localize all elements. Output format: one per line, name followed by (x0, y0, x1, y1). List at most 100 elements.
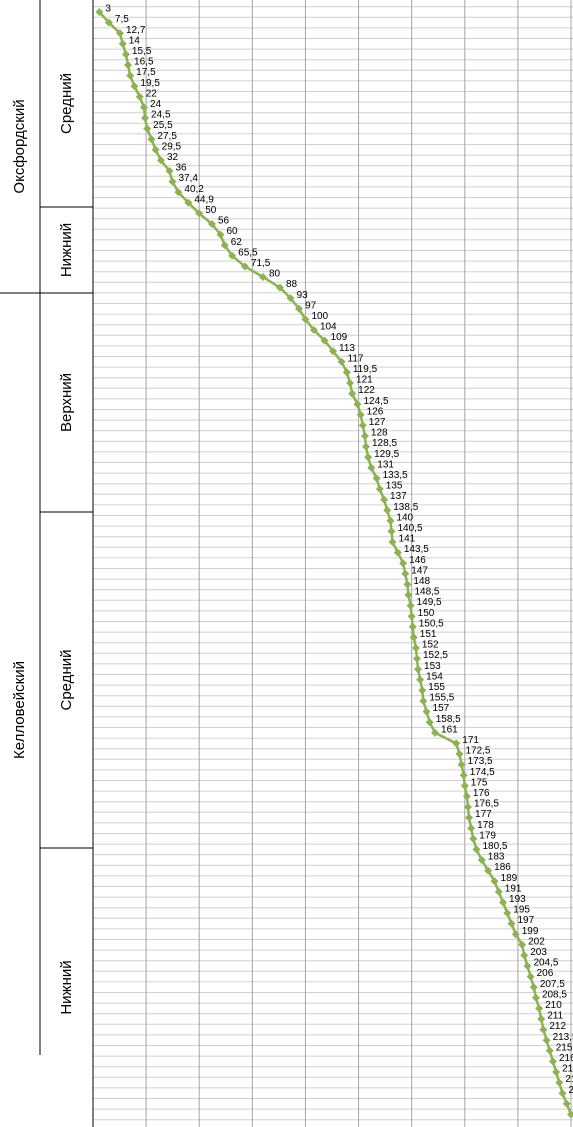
data-label: 149,5 (417, 597, 442, 608)
data-label: 32 (167, 152, 179, 163)
data-point (375, 485, 384, 493)
data-label: 204,5 (533, 958, 558, 969)
data-label: 155,5 (429, 693, 454, 704)
data-point (356, 410, 365, 419)
data-label: 60 (226, 226, 238, 237)
data-label: 179 (479, 830, 496, 841)
data-point (416, 675, 425, 684)
data-point (555, 1078, 564, 1087)
data-point (135, 92, 144, 101)
data-label: 176,5 (474, 799, 499, 810)
data-point (147, 135, 156, 144)
data-label: 212 (549, 1021, 566, 1032)
data-point (353, 400, 362, 409)
data-point (403, 580, 412, 589)
data-label: 171 (462, 735, 479, 746)
data-point (364, 453, 373, 462)
data-point (419, 697, 428, 705)
data-label: 151 (420, 629, 437, 640)
data-point (151, 145, 160, 154)
data-point (121, 50, 130, 59)
data-label: 104 (320, 322, 337, 333)
data-label: 140 (396, 512, 413, 523)
data-label: 215 (556, 1042, 573, 1053)
data-label: 155 (428, 682, 445, 693)
data-label: 128 (371, 428, 388, 439)
substage-label: Средний (58, 73, 75, 134)
data-point (346, 379, 355, 387)
data-point (467, 824, 476, 833)
data-label: 147 (411, 565, 428, 576)
data-point (386, 516, 395, 525)
data-point (195, 209, 204, 218)
data-point (539, 1025, 548, 1034)
data-label: 22 (146, 88, 158, 99)
data-label: 211 (547, 1011, 563, 1022)
data-label: 186 (494, 862, 511, 873)
data-label: 158,5 (436, 714, 461, 725)
data-label: 44,9 (194, 194, 214, 205)
data-point (207, 220, 216, 228)
data-point (118, 39, 127, 48)
data-point (358, 421, 367, 430)
data-point (348, 389, 357, 398)
data-label: 62 (231, 237, 243, 248)
data-point (337, 357, 346, 366)
data-label: 100 (311, 311, 328, 322)
data-point (275, 283, 284, 292)
data-label: 172,5 (465, 746, 490, 757)
data-point (409, 633, 418, 642)
data-label: 97 (305, 300, 317, 311)
data-label: 93 (297, 290, 309, 301)
data-point (383, 506, 392, 515)
data-point (168, 177, 177, 186)
data-label: 154 (426, 671, 443, 682)
data-point (535, 1004, 544, 1013)
data-point (165, 167, 174, 175)
data-point (412, 654, 421, 663)
data-point (529, 983, 538, 992)
data-point (184, 198, 193, 207)
data-point (526, 972, 535, 981)
data-label: 174,5 (470, 767, 495, 778)
data-label: 113 (339, 343, 355, 354)
data-label: 17,5 (136, 67, 156, 78)
data-label: 121 (356, 375, 373, 386)
data-point (507, 919, 516, 928)
data-label: 219,5 (565, 1074, 573, 1085)
data-label: 56 (218, 216, 230, 227)
data-label: 65,5 (238, 247, 258, 258)
data-label: 15,5 (132, 46, 152, 57)
data-label: 152,5 (423, 650, 448, 661)
data-label: 203 (530, 947, 547, 958)
data-point (387, 527, 396, 536)
data-label: 131 (377, 459, 394, 470)
data-label: 206 (537, 968, 554, 979)
data-point (408, 622, 417, 631)
data-label: 135 (386, 481, 403, 492)
substage-label: Нижний (58, 223, 75, 277)
data-point (309, 326, 318, 334)
data-point (301, 315, 310, 324)
data-point (320, 336, 329, 345)
data-label: 208,5 (542, 989, 567, 1000)
data-point (494, 887, 503, 896)
data-label: 29,5 (162, 141, 182, 152)
data-point (115, 29, 124, 38)
data-label: 140,5 (397, 523, 422, 534)
data-point (130, 82, 139, 91)
data-label: 129,5 (374, 449, 399, 460)
data-label: 12,7 (126, 25, 146, 36)
data-point (104, 18, 113, 27)
data-label: 36 (175, 163, 187, 174)
data-label: 24,5 (151, 110, 171, 121)
data-point (531, 993, 540, 1002)
data-label: 3 (105, 4, 111, 15)
data-label: 146 (409, 555, 426, 566)
substage-label: Средний (58, 650, 75, 711)
data-label: 133,5 (383, 470, 408, 481)
data-point (511, 930, 520, 939)
data-label: 213,5 (553, 1032, 573, 1043)
data-label: 150,5 (419, 618, 444, 629)
data-point (388, 538, 397, 546)
